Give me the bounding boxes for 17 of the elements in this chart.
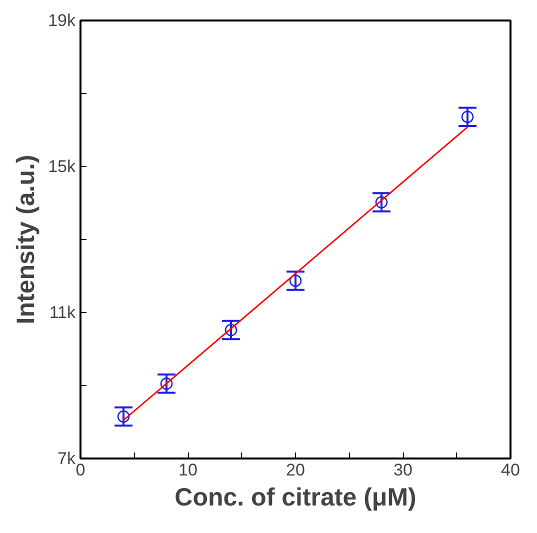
y-tick-label: 11k: [49, 303, 76, 322]
y-tick-label: 19k: [48, 11, 76, 30]
point: [160, 378, 173, 390]
x-tick-label: 40: [501, 460, 520, 480]
x-tick-label: 0: [76, 460, 86, 480]
x-tick-label: 10: [178, 460, 198, 480]
point: [375, 196, 388, 208]
point: [117, 410, 130, 423]
x-tick-label: 20: [286, 460, 305, 480]
y-axis-title: Intensity (a.u.): [12, 154, 40, 324]
point: [461, 110, 474, 123]
x-axis-title: Conc. of citrate (μM): [174, 484, 416, 512]
point: [224, 324, 238, 336]
x-tick-label: 30: [394, 460, 412, 480]
y-tick-label: 7k: [58, 449, 76, 468]
point: [289, 274, 302, 287]
y-tick-label: 15k: [48, 157, 76, 176]
